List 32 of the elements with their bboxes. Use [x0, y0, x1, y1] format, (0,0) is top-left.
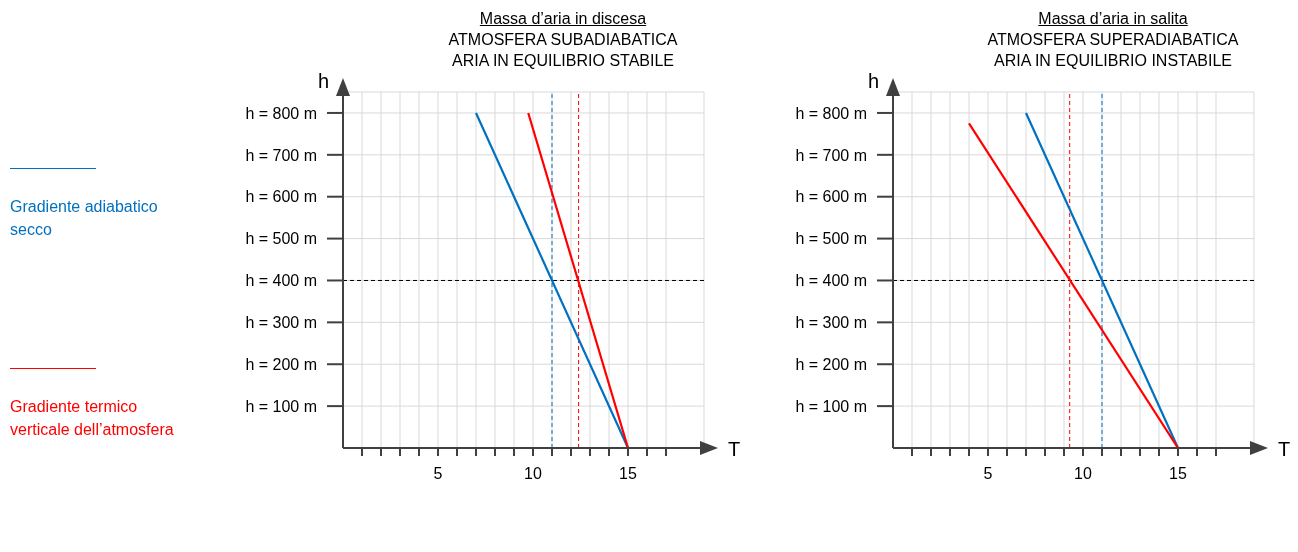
- y-tick-label: h = 800 m: [795, 104, 867, 122]
- text: Gradiente adiabatico secco: [10, 197, 159, 240]
- chart-subtitle: ATMOSFERA SUPERADIABATICA ARIA IN EQUILIBRIO INSTABILE: [986, 30, 1240, 71]
- text: Gradiente termico verticale dell’atmosfera: [10, 397, 175, 440]
- y-tick-label: h = 700 m: [795, 146, 867, 164]
- chart-subtitle: ATMOSFERA SUBADIABATICA ARIA IN EQUILIBRIO STABILE: [447, 30, 679, 71]
- x-tick-label: 5: [433, 465, 443, 483]
- y-tick-label: h = 400 m: [245, 272, 317, 290]
- y-tick-label: h = 400 m: [795, 272, 867, 290]
- y-tick-label: h = 500 m: [795, 230, 867, 248]
- x-tick-label: 15: [619, 465, 637, 483]
- x-tick-label: 15: [1169, 465, 1187, 483]
- y-tick-label: h = 600 m: [245, 188, 317, 206]
- y-tick-label: h = 600 m: [795, 188, 867, 206]
- y-tick-label: h = 500 m: [245, 230, 317, 248]
- y-tick-label: h = 300 m: [245, 314, 317, 332]
- y-tick-label: h = 700 m: [245, 146, 317, 164]
- y-tick-label: h = 200 m: [245, 355, 317, 373]
- chart-title: Massa d’aria in discesa: [478, 9, 648, 29]
- y-tick-label: h = 300 m: [795, 314, 867, 332]
- y-tick-label: h = 800 m: [245, 104, 317, 122]
- y-tick-label: h = 100 m: [795, 397, 867, 415]
- y-tick-label: h = 200 m: [795, 355, 867, 373]
- x-tick-label: 5: [983, 465, 993, 483]
- x-axis-title: T: [1278, 438, 1291, 460]
- y-axis-title: h: [867, 70, 879, 92]
- x-tick-label: 10: [1074, 465, 1092, 483]
- chart-title: Massa d’aria in salita: [1037, 9, 1189, 29]
- x-axis-title: T: [728, 438, 741, 460]
- x-tick-label: 10: [524, 465, 542, 483]
- y-tick-label: h = 100 m: [245, 397, 317, 415]
- y-axis-title: h: [317, 70, 329, 92]
